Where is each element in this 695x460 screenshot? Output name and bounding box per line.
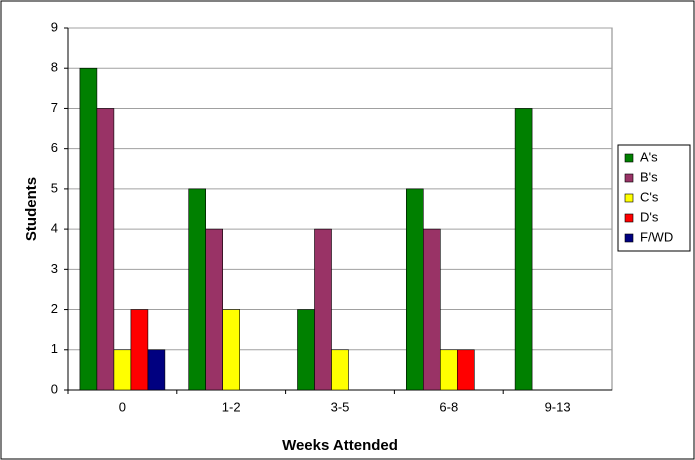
bar [456, 349, 475, 391]
bar [331, 349, 349, 391]
x-tick-label: 1-2 [222, 399, 241, 414]
bar [113, 349, 132, 391]
bar [79, 67, 98, 391]
y-tick-label: 7 [51, 100, 58, 115]
bar [188, 188, 206, 391]
y-tick-label: 2 [51, 301, 58, 316]
legend-label: C's [640, 189, 659, 204]
legend-label: F/WD [640, 229, 673, 244]
y-tick-label: 6 [51, 140, 58, 155]
y-tick-label: 4 [51, 221, 58, 236]
bar [422, 228, 441, 391]
x-tick-label: 0 [119, 399, 126, 414]
bar [314, 228, 332, 391]
y-tick-label: 8 [51, 60, 58, 75]
y-tick-label: 5 [51, 180, 58, 195]
x-tick-label: 9-13 [545, 399, 571, 414]
x-axis-title: Weeks Attended [282, 437, 398, 454]
y-tick-label: 1 [51, 341, 58, 356]
bar [147, 349, 166, 391]
bar [96, 108, 115, 391]
x-tick-label: 3-5 [331, 399, 350, 414]
y-tick-label: 3 [51, 261, 58, 276]
legend-swatch [624, 153, 634, 163]
legend-label: D's [640, 209, 659, 224]
bar [205, 228, 223, 391]
y-axis-title: Students [23, 177, 40, 241]
bar [514, 108, 533, 391]
legend-swatch [624, 193, 634, 203]
bar [297, 309, 315, 391]
legend-label: B's [640, 169, 658, 184]
legend-label: A's [640, 149, 658, 164]
bar [439, 349, 458, 391]
bar [130, 309, 149, 391]
y-tick-label: 9 [51, 19, 58, 34]
legend-swatch [624, 233, 634, 243]
bar [405, 188, 424, 391]
y-tick-label: 0 [51, 381, 58, 396]
legend-swatch [624, 213, 634, 223]
bar [222, 309, 240, 391]
x-tick-label: 6-8 [439, 399, 458, 414]
legend-swatch [624, 173, 634, 183]
